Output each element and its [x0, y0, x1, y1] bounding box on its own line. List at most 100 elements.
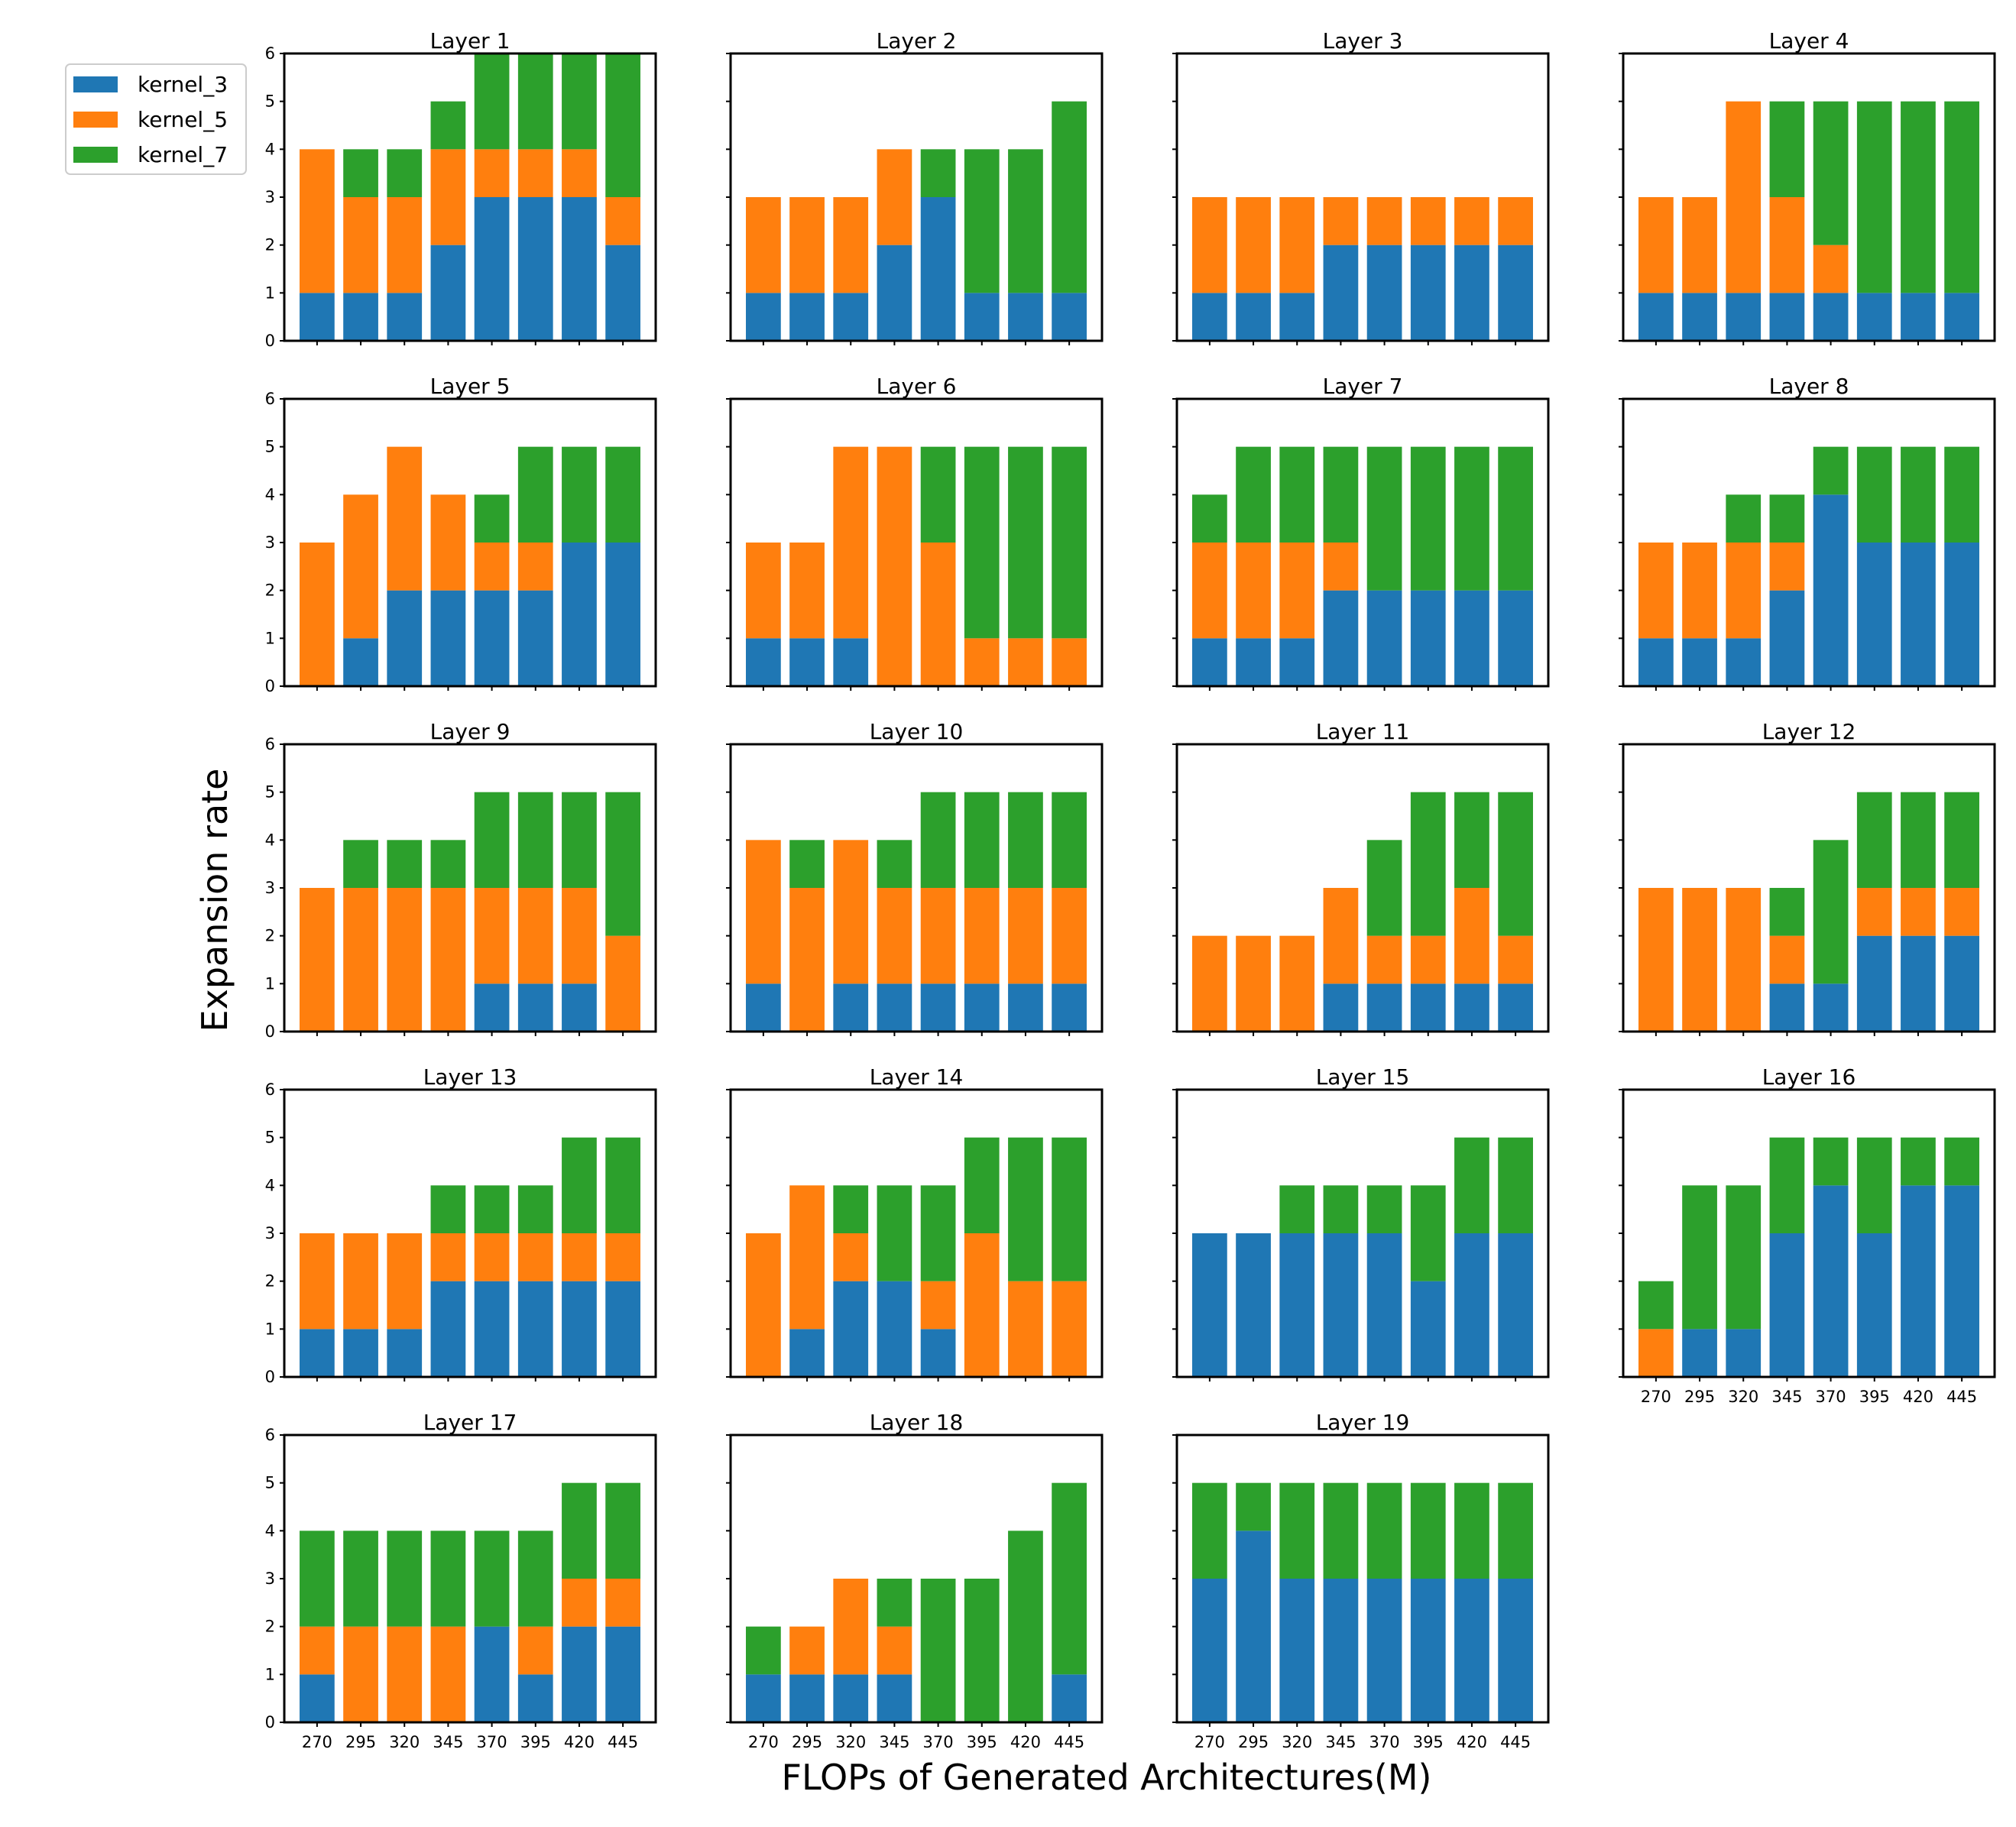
bar-kernel-3: [517, 1674, 553, 1722]
x-tick-label: 345: [1771, 1388, 1802, 1406]
bar-kernel-7: [430, 101, 466, 150]
bar-kernel-5: [562, 1233, 597, 1281]
bar-kernel-3: [517, 1281, 553, 1377]
bar-kernel-7: [474, 53, 510, 150]
bar-kernel-5: [1498, 197, 1533, 245]
bar-kernel-3: [343, 638, 378, 686]
bar-kernel-7: [517, 792, 553, 888]
bar-kernel-7: [1454, 446, 1489, 591]
bar-kernel-3: [387, 590, 423, 686]
bar-kernel-5: [1052, 888, 1087, 984]
bar-kernel-5: [300, 543, 335, 686]
bar-kernel-7: [517, 1531, 553, 1627]
bar-kernel-3: [746, 1674, 781, 1722]
y-tick-label: 2: [265, 581, 275, 600]
panel: Layer 6: [726, 374, 1104, 691]
bar-kernel-3: [474, 1626, 510, 1722]
bar-kernel-3: [1236, 293, 1271, 341]
bar-kernel-5: [789, 197, 825, 293]
bar-kernel-5: [833, 1233, 869, 1281]
bar-kernel-7: [1236, 1482, 1271, 1531]
bar-kernel-7: [964, 1137, 1000, 1233]
bar-kernel-3: [920, 197, 956, 341]
bar-kernel-5: [517, 1233, 553, 1281]
panel: Layer 11: [1172, 719, 1550, 1036]
bar-kernel-7: [1454, 1137, 1489, 1233]
panel-title: Layer 2: [877, 28, 957, 53]
bar-kernel-7: [877, 840, 912, 888]
bar-kernel-3: [833, 1281, 869, 1377]
bar-kernel-7: [1410, 1185, 1446, 1281]
panel-frame: [729, 743, 1104, 1033]
panel: Layer 19 270 295 320 345 370 395 420 445: [1172, 1410, 1550, 1751]
panel-title: Layer 13: [423, 1064, 517, 1090]
bar-kernel-3: [1813, 1185, 1849, 1377]
bar-kernel-3: [1366, 245, 1402, 341]
panel-title: Layer 14: [870, 1064, 964, 1090]
bar-kernel-7: [1638, 1281, 1674, 1330]
y-tick-label: 0: [265, 1022, 275, 1041]
bar-kernel-3: [1279, 638, 1315, 686]
bar-kernel-5: [605, 1579, 640, 1627]
bar-kernel-7: [1192, 1482, 1227, 1579]
bar-kernel-3: [430, 590, 466, 686]
panel-frame: [283, 1088, 657, 1378]
bar-kernel-7: [920, 446, 956, 543]
bar-kernel-3: [517, 197, 553, 341]
x-tick-label: 295: [345, 1733, 376, 1751]
bar-kernel-7: [474, 792, 510, 888]
legend-swatch-kernel-3: [73, 76, 118, 92]
x-tick-label: 445: [1946, 1388, 1977, 1406]
bar-kernel-5: [605, 935, 640, 1032]
bar-kernel-7: [605, 446, 640, 543]
bar-kernel-5: [1682, 197, 1717, 293]
bar-kernel-3: [1856, 1233, 1892, 1377]
bar-kernel-5: [1008, 888, 1043, 984]
bar-kernel-3: [1901, 935, 1936, 1032]
bar-kernel-5: [1769, 197, 1805, 293]
bar-kernel-7: [1901, 101, 1936, 293]
bar-kernel-3: [1813, 983, 1849, 1032]
bar-kernel-7: [1052, 1137, 1087, 1281]
bar-kernel-3: [1410, 590, 1446, 686]
bar-kernel-5: [343, 888, 378, 1032]
bar-kernel-7: [833, 1185, 869, 1233]
bar-kernel-3: [1323, 1233, 1359, 1377]
panel-frame: [729, 52, 1104, 342]
bar-kernel-7: [1769, 888, 1805, 936]
bar-kernel-7: [1052, 446, 1087, 639]
legend-label-kernel-3: kernel_3: [138, 72, 228, 97]
bar-kernel-3: [1944, 935, 1979, 1032]
bar-kernel-7: [562, 1137, 597, 1233]
bar-kernel-5: [1856, 888, 1892, 936]
bar-kernel-7: [474, 1185, 510, 1233]
y-tick-label: 3: [265, 533, 275, 552]
bar-kernel-7: [1454, 792, 1489, 888]
bar-kernel-3: [474, 197, 510, 341]
bar-kernel-3: [746, 638, 781, 686]
bar-kernel-7: [1052, 792, 1087, 888]
bar-kernel-5: [1008, 1281, 1043, 1377]
bar-kernel-3: [1052, 983, 1087, 1032]
bar-kernel-7: [1008, 149, 1043, 293]
bar-kernel-7: [1856, 1137, 1892, 1233]
bar-kernel-7: [1901, 792, 1936, 888]
bar-kernel-5: [300, 888, 335, 1032]
bar-kernel-3: [1366, 1579, 1402, 1722]
bar-kernel-3: [746, 293, 781, 341]
panel-title: Layer 9: [430, 719, 510, 744]
bar-kernel-5: [746, 543, 781, 639]
bar-kernel-5: [1323, 888, 1359, 984]
bar-kernel-5: [746, 840, 781, 984]
bar-kernel-3: [1726, 293, 1762, 341]
bar-kernel-3: [1813, 293, 1849, 341]
panel: Layer 13 0 1 2 3 4 5 6: [265, 1064, 657, 1386]
bar-kernel-3: [1682, 638, 1717, 686]
bar-kernel-3: [789, 1329, 825, 1377]
bar-kernel-7: [964, 792, 1000, 888]
y-tick-label: 3: [265, 879, 275, 897]
panel: Layer 18 270 295 320 345 370 395 420 445: [726, 1410, 1104, 1751]
bar-kernel-3: [964, 293, 1000, 341]
bar-kernel-5: [877, 446, 912, 686]
